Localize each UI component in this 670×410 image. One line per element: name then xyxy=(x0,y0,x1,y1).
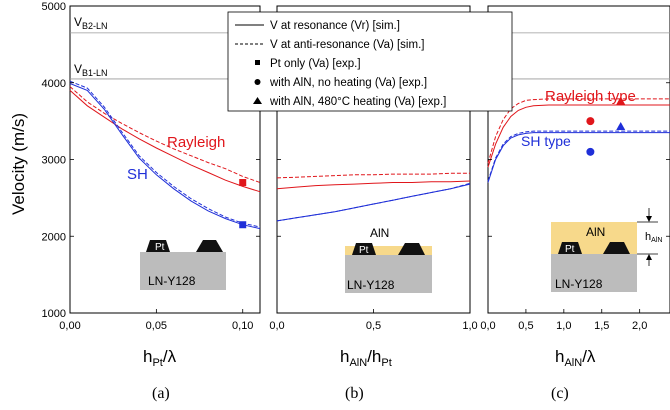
inset-c-electrode-right xyxy=(603,242,630,254)
series-line-b-2 xyxy=(276,183,471,222)
x-tick-label: 2,0 xyxy=(632,320,647,332)
x-axis-label-a: hPt/λ xyxy=(143,347,177,369)
series-line-a-3 xyxy=(69,80,261,228)
x-tick-label: 0,10 xyxy=(232,320,253,332)
y-tick-label: 3000 xyxy=(42,155,66,167)
inset-a: Pt LN-Y128 xyxy=(140,240,226,290)
x-tick-label: 1,5 xyxy=(594,320,609,332)
inset-a-electrode-left xyxy=(146,240,170,252)
x-tick-label: 1,0 xyxy=(556,320,571,332)
inset-c: Pt AlN LN-Y128 hAlN xyxy=(551,208,662,292)
legend-entry-4: with AlN, 480°C heating (Va) [exp.] xyxy=(269,96,446,108)
y-tick-label: 5000 xyxy=(42,1,66,13)
x-tick-label: 1,0 xyxy=(462,320,477,332)
series-line-a-0 xyxy=(69,90,261,193)
inset-b-electrode-left xyxy=(352,243,376,255)
series-line-c-2 xyxy=(487,132,670,183)
data-point-square xyxy=(239,179,247,187)
inset-c-dim-arrowhead-top xyxy=(646,216,652,222)
legend-marker-circle xyxy=(254,79,261,85)
y-tick-labels: 1000 2000 3000 4000 5000 xyxy=(42,1,66,320)
inset-c-electrode-label: Pt xyxy=(565,244,575,255)
x-tick-label: 0,5 xyxy=(366,320,381,332)
series-line-b-3 xyxy=(276,182,471,222)
x-axis-label-c: hAlN/λ xyxy=(555,347,596,369)
x-tick-label: 0,5 xyxy=(518,320,533,332)
series-line-c-1 xyxy=(487,98,670,164)
x-tick-label: 0,00 xyxy=(59,320,80,332)
legend-entry-0: V at resonance (Vr) [sim.] xyxy=(270,20,400,32)
caption-c: (c) xyxy=(551,385,569,402)
legend-entry-1: V at anti-resonance (Va) [sim.] xyxy=(270,39,424,51)
inset-a-electrode-right xyxy=(196,240,223,252)
legend-entry-2: Pt only (Va) [exp.] xyxy=(270,58,361,70)
caption-b: (b) xyxy=(345,385,364,402)
data-point-circle xyxy=(586,117,595,126)
inset-b-substrate xyxy=(345,255,432,293)
ref-label-vb1: VB1-LN xyxy=(74,62,108,78)
inset-b-electrode-right xyxy=(398,243,425,255)
chart-curves xyxy=(69,80,670,230)
series-line-b-1 xyxy=(276,172,470,179)
inset-a-substrate-label: LN-Y128 xyxy=(148,274,196,288)
inset-a-substrate xyxy=(140,252,226,290)
label-rayleigh-c: Rayleigh type xyxy=(545,88,636,105)
legend: V at resonance (Vr) [sim.] V at anti-res… xyxy=(227,11,513,112)
series-line-c-3 xyxy=(487,130,670,182)
label-sh-c: SH type xyxy=(521,133,571,149)
y-tick-label: 1000 xyxy=(42,308,66,320)
inset-b-substrate-label: LN-Y128 xyxy=(347,278,395,292)
inset-c-substrate xyxy=(551,254,637,292)
inset-b: Pt AlN LN-Y128 xyxy=(345,226,432,293)
x-tick-label: 0,0 xyxy=(269,320,284,332)
legend-marker-square xyxy=(255,60,260,65)
data-point-circle xyxy=(586,147,595,156)
series-line-c-0 xyxy=(487,104,670,168)
inset-a-electrode-label: Pt xyxy=(155,242,165,253)
y-axis-label: Velocity (m/s) xyxy=(9,113,28,215)
inset-c-electrode-left xyxy=(558,242,582,254)
data-point-triangle xyxy=(616,96,626,105)
legend-box xyxy=(227,11,513,112)
inset-b-film-label: AlN xyxy=(370,226,389,240)
inset-b-electrode-label: Pt xyxy=(359,245,369,256)
inset-c-film-label: AlN xyxy=(586,225,605,239)
series-line-b-0 xyxy=(276,180,471,190)
x-tick-labels: 0,00 0,05 0,10 0,0 0,5 1,0 0,0 0,5 1,0 1,5 2,0 xyxy=(59,320,647,332)
legend-entry-3: with AlN, no heating (Va) [exp.] xyxy=(269,77,427,89)
series-line-a-2 xyxy=(69,83,261,230)
y-tick-label: 4000 xyxy=(42,78,66,90)
inset-c-dim-label: hAlN xyxy=(645,231,662,244)
data-point-triangle xyxy=(616,121,626,130)
ref-label-vb2: VB2-LN xyxy=(74,15,108,31)
inset-b-film xyxy=(345,246,432,255)
legend-marker-triangle xyxy=(253,97,262,104)
caption-a: (a) xyxy=(152,385,170,402)
data-point-square xyxy=(239,221,247,229)
label-rayleigh-a: Rayleigh xyxy=(167,134,225,151)
y-tick-label: 2000 xyxy=(42,231,66,243)
inset-c-substrate-label: LN-Y128 xyxy=(555,277,603,291)
inset-c-dim-arrowhead-bottom xyxy=(646,254,652,260)
x-tick-label: 0,05 xyxy=(146,320,167,332)
series-line-a-1 xyxy=(69,86,261,183)
label-sh-a: SH xyxy=(127,166,148,183)
x-tick-label: 0,0 xyxy=(480,320,495,332)
x-axis-label-b: hAlN/hPt xyxy=(340,347,392,369)
